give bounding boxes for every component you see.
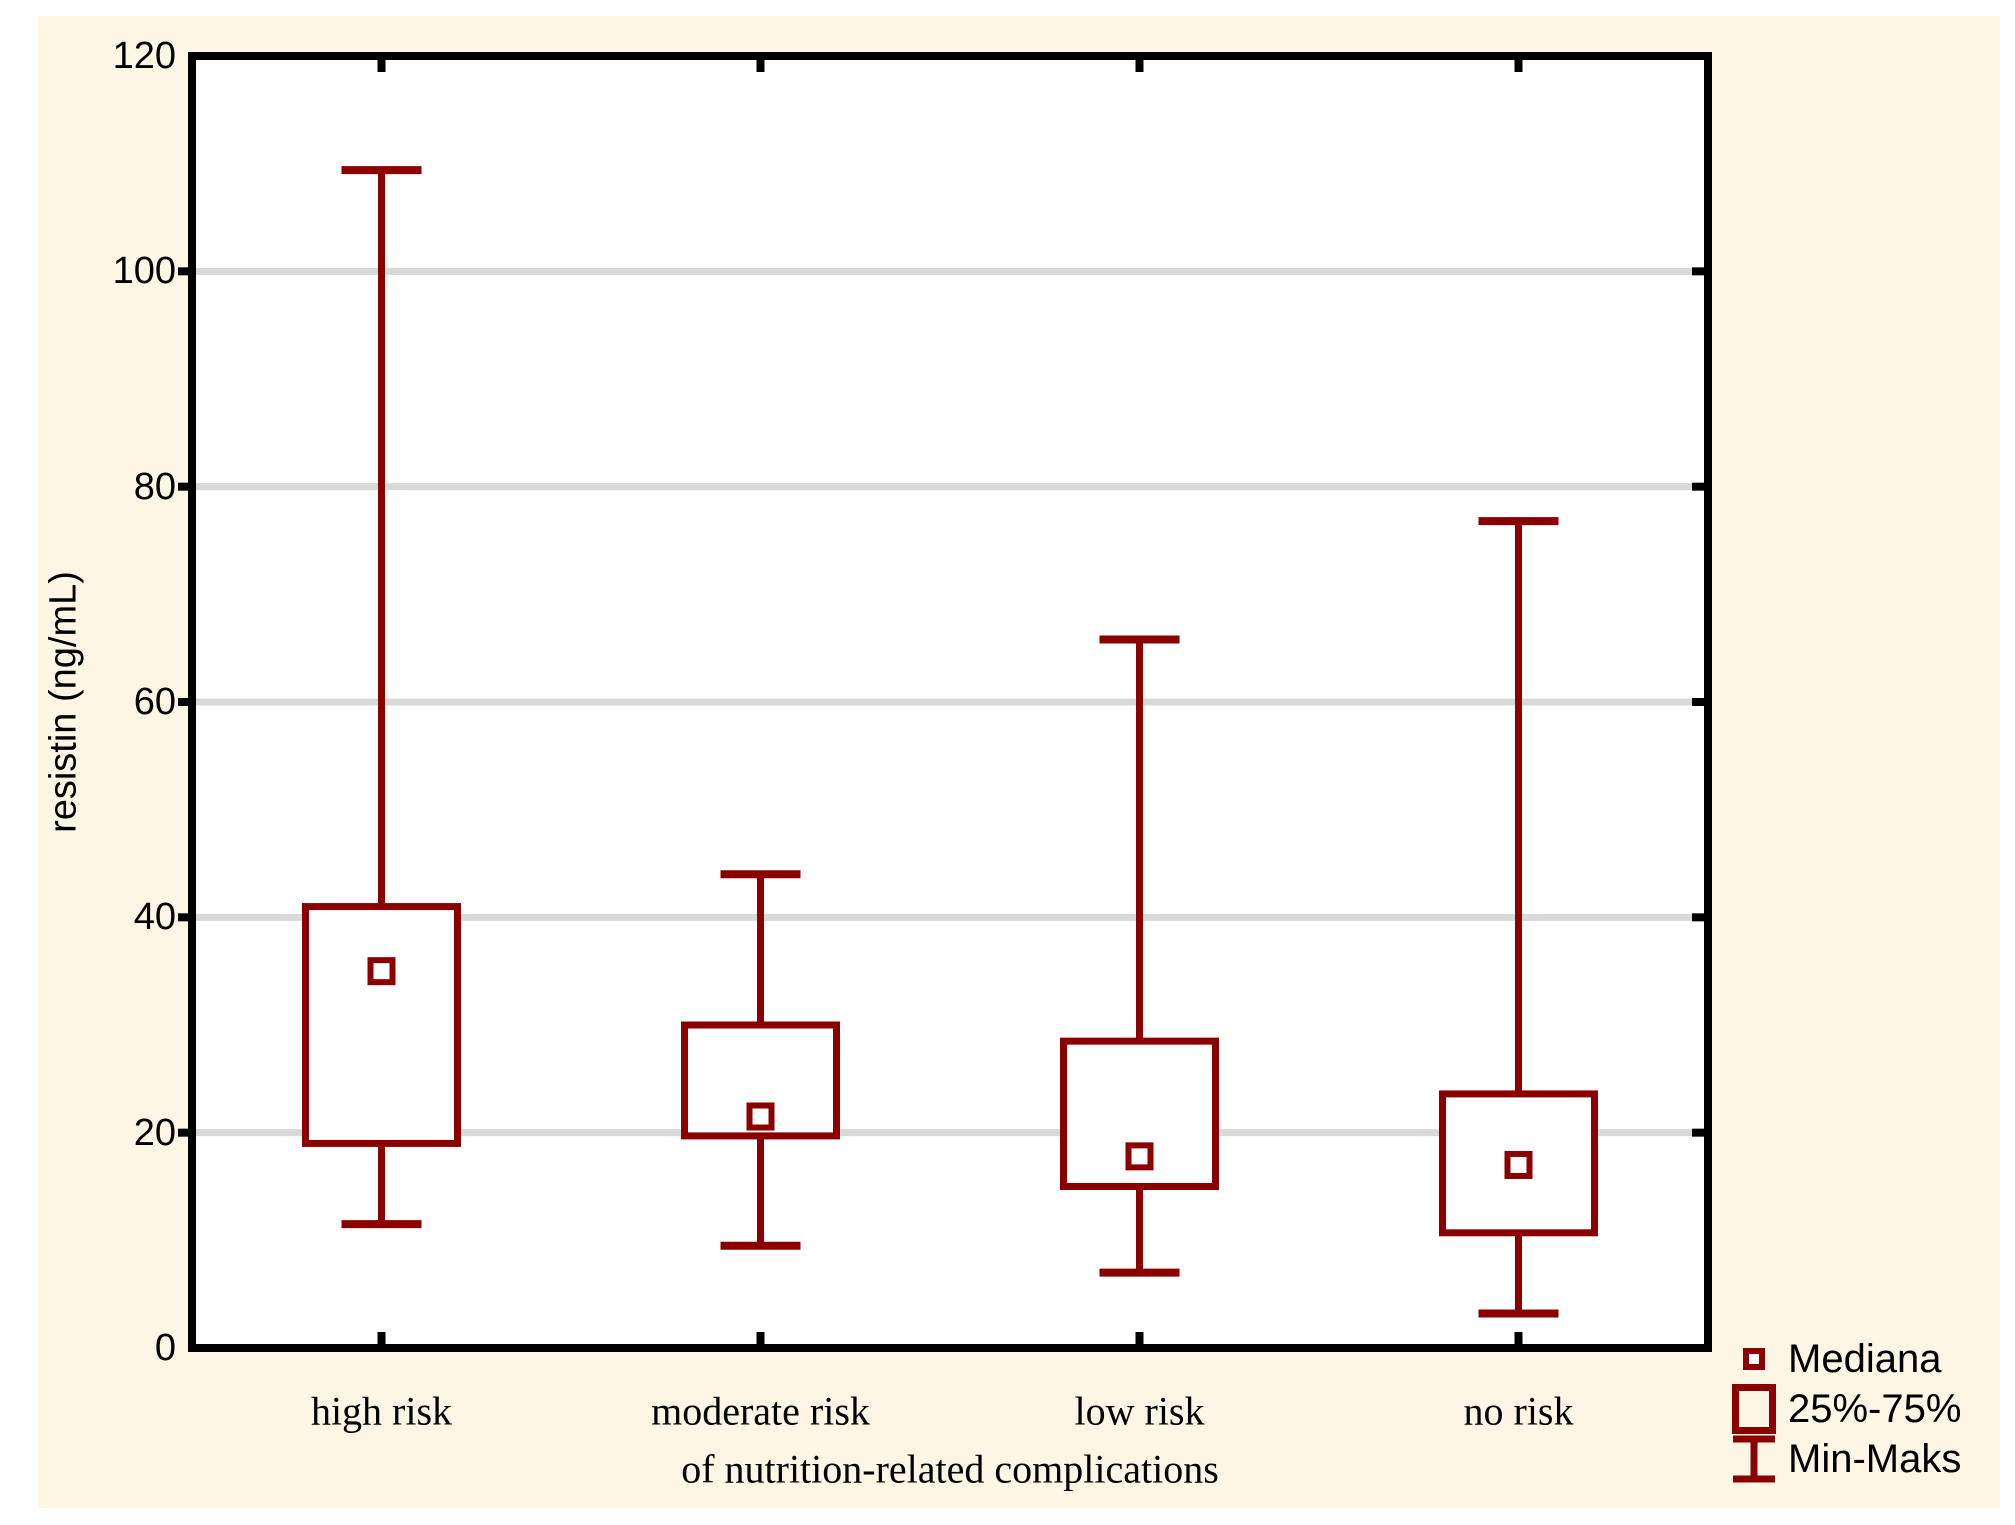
y-axis-title: resistin (ng/mL) [42,571,85,833]
legend-label-quartiles: 25%-75% [1788,1387,1962,1431]
y-tick-label-80: 80 [133,465,176,508]
category-label-low-risk: low risk [1074,1388,1205,1434]
x-axis-title: of nutrition-related complications [681,1446,1219,1492]
y-tick-label-100: 100 [112,250,176,293]
legend-label-median: Mediana [1788,1337,1942,1381]
boxplot-high-risk [302,166,461,1229]
legend-row-box: 25%-75% [1726,1384,1961,1434]
y-tick-label-0: 0 [154,1327,176,1369]
category-label-moderate-risk: moderate risk [651,1388,870,1434]
y-tick-label-40: 40 [133,896,176,939]
min-max-whisker-icon [1726,1434,1782,1484]
plot-border [188,52,1712,1352]
boxplot-low-risk [1060,635,1219,1277]
legend-row-minmax: Min-Maks [1726,1434,1961,1484]
median-square-icon [1726,1334,1782,1384]
legend-label-minmax: Min-Maks [1788,1437,1962,1481]
y-tick-label-20: 20 [133,1111,176,1154]
boxplot-moderate-risk [681,870,840,1250]
category-label-no-risk: no risk [1463,1388,1574,1434]
y-tick-label-60: 60 [133,681,176,723]
legend: Mediana 25%-75% Min-Maks [1726,1334,1961,1484]
y-tick-label-120: 120 [112,35,176,77]
category-label-high-risk: high risk [310,1388,453,1434]
quartile-box-icon [1726,1384,1782,1434]
legend-row-median: Mediana [1726,1334,1961,1384]
axis-ticks [178,60,1704,1344]
boxplot-no-risk [1439,517,1598,1318]
